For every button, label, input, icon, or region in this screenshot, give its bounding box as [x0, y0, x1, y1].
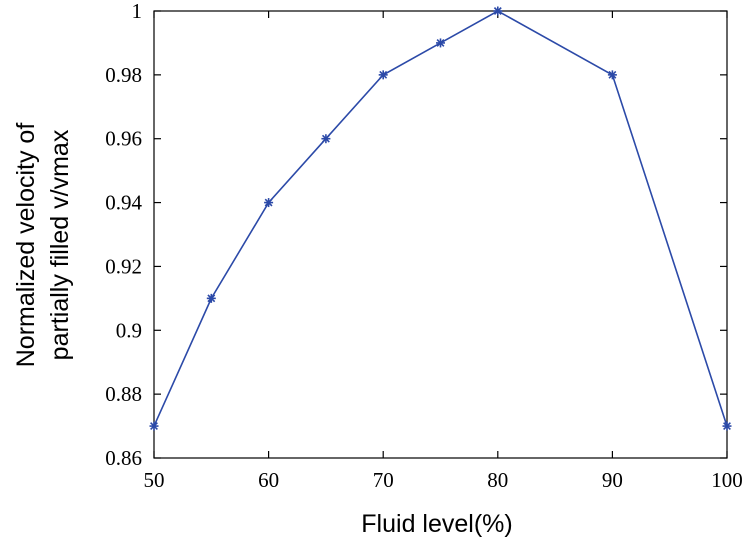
data-point-marker	[378, 70, 388, 80]
data-point-marker	[321, 134, 331, 144]
y-tick-label: 0.92	[105, 254, 142, 278]
y-tick-label: 0.98	[105, 63, 142, 87]
y-tick-label: 0.88	[105, 382, 142, 406]
y-tick-label: 0.96	[105, 127, 142, 151]
axis-ticks	[153, 10, 728, 459]
y-tick-label: 0.94	[105, 191, 142, 215]
plot-area	[153, 10, 728, 459]
series-line	[153, 10, 728, 427]
data-point-marker	[149, 421, 159, 431]
x-tick-label: 50	[144, 468, 165, 492]
series-layer	[149, 6, 732, 431]
data-point-marker	[436, 38, 445, 48]
y-tick-label: 0.86	[105, 446, 142, 470]
x-axis-title: Fluid level(%)	[361, 510, 512, 538]
x-tick-label: 100	[711, 468, 743, 492]
data-point-marker	[493, 6, 503, 16]
y-tick-label: 1	[132, 0, 143, 23]
data-point-marker	[722, 421, 732, 431]
data-point-marker	[264, 198, 274, 208]
data-point-marker	[206, 293, 216, 303]
y-tick-label: 0.9	[116, 318, 142, 342]
tick-labels: 50 60 70 80 90 100 0.86 0.88 0.9 0.92 0.94 0.96 0.98…	[105, 0, 743, 492]
x-tick-label: 70	[373, 468, 394, 492]
x-tick-label: 80	[487, 468, 508, 492]
x-tick-label: 60	[258, 468, 279, 492]
x-tick-label: 90	[602, 468, 623, 492]
y-axis-title-line-2: partially filled v/vmax	[46, 129, 74, 360]
data-point-marker	[607, 70, 617, 80]
y-axis-title-line-1: Normalized velocity of	[12, 123, 40, 368]
plot-frame	[153, 10, 728, 459]
